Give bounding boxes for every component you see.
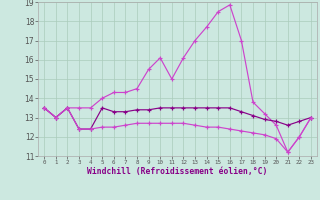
X-axis label: Windchill (Refroidissement éolien,°C): Windchill (Refroidissement éolien,°C) [87,167,268,176]
